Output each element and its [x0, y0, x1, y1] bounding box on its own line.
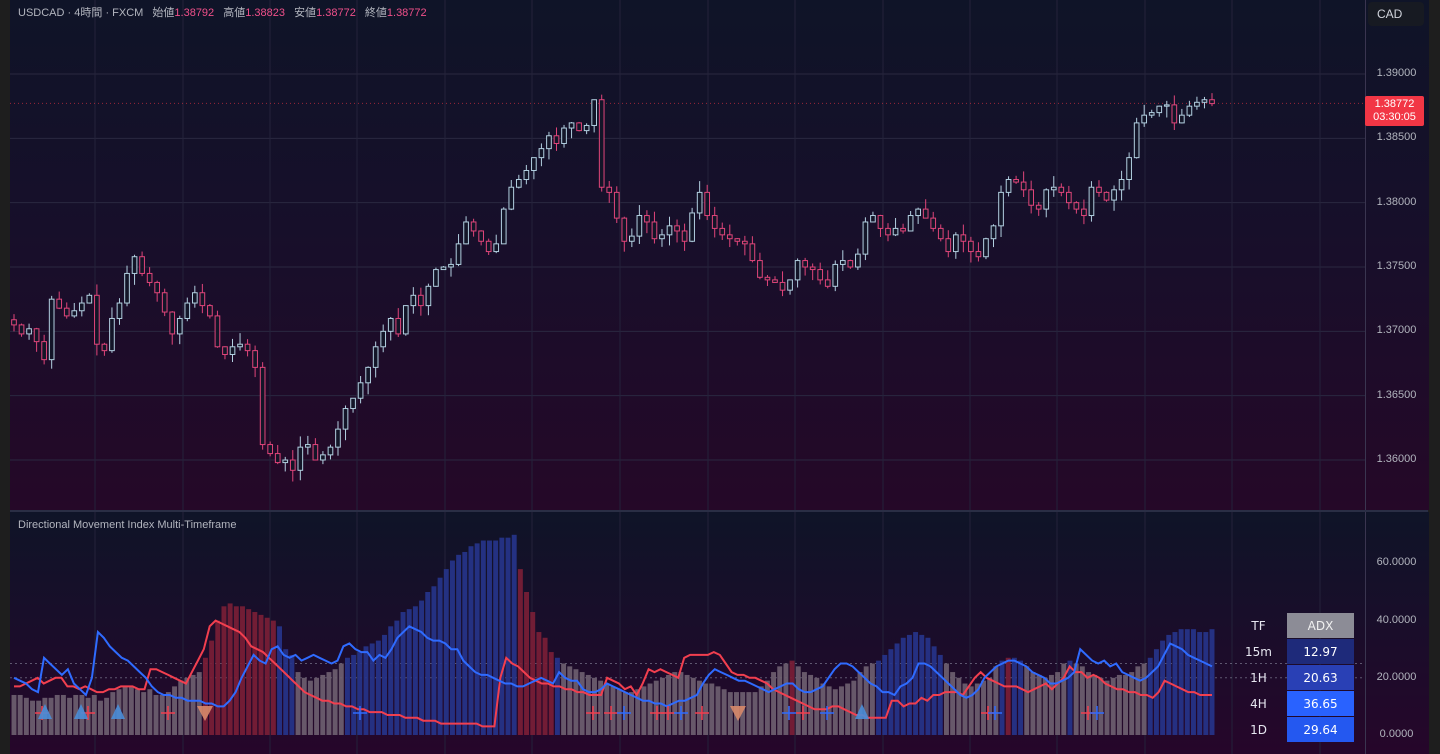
- adx-row-1d: 1D 29.64: [1230, 717, 1354, 742]
- adx-value: 29.64: [1287, 717, 1354, 742]
- indicator-title[interactable]: Directional Movement Index Multi-Timefra…: [18, 519, 237, 531]
- separator-dot: ·: [67, 7, 75, 19]
- data-source: FXCM: [112, 7, 144, 19]
- symbol-legend: USDCAD · 4時間 · FXCM 始値1.38792 高値1.38823 …: [18, 4, 427, 20]
- symbol-name[interactable]: USDCAD: [18, 7, 65, 19]
- right-margin: [1428, 0, 1440, 754]
- adx-value: 36.65: [1287, 691, 1354, 716]
- bar-countdown: 03:30:05: [1373, 111, 1416, 123]
- adx-header: ADX: [1287, 613, 1354, 638]
- pane-separator[interactable]: [10, 510, 1428, 512]
- adx-table: TF ADX 15m 12.97 1H 20.63 4H 36.65 1D 29…: [1230, 612, 1354, 743]
- high-value: 1.38823: [245, 7, 285, 19]
- last-price-label: 1.38772 03:30:05: [1365, 96, 1424, 126]
- tf-header: TF: [1251, 618, 1266, 633]
- price-chart-pane[interactable]: [10, 0, 1365, 510]
- indicator-tick-label: 40.0000: [1376, 613, 1417, 626]
- adx-row-15m: 15m 12.97: [1230, 639, 1354, 664]
- indicator-axis[interactable]: [1365, 512, 1429, 754]
- close-label: 終値: [364, 7, 387, 19]
- interval[interactable]: 4時間: [74, 7, 103, 19]
- price-tick-label: 1.37500: [1376, 260, 1417, 272]
- tf-label: 15m: [1245, 644, 1272, 659]
- high-label: 高値: [223, 7, 246, 19]
- currency-button[interactable]: CAD: [1368, 2, 1424, 26]
- low-value: 1.38772: [316, 7, 356, 19]
- price-tick-label: 1.36500: [1376, 388, 1417, 401]
- separator-dot: ·: [105, 7, 113, 19]
- adx-row-4h: 4H 36.65: [1230, 691, 1354, 716]
- indicator-tick-label: 20.0000: [1376, 670, 1417, 683]
- adx-row-1h: 1H 20.63: [1230, 665, 1354, 690]
- low-label: 安値: [294, 7, 317, 19]
- open-value: 1.38792: [174, 7, 215, 19]
- price-axis[interactable]: [1365, 0, 1429, 510]
- price-tick-label: 1.37000: [1376, 324, 1417, 337]
- tf-label: 4H: [1250, 696, 1267, 711]
- tf-label: 1H: [1250, 670, 1267, 685]
- adx-table-header: TF ADX: [1230, 613, 1354, 638]
- open-label: 始値: [152, 7, 175, 19]
- price-tick-label: 1.39000: [1376, 67, 1417, 79]
- left-margin: [0, 0, 10, 754]
- price-tick-label: 1.38500: [1376, 131, 1417, 144]
- last-price-value: 1.38772: [1374, 98, 1415, 110]
- price-tick-label: 1.36000: [1376, 453, 1417, 465]
- indicator-tick-label: 0.0000: [1379, 728, 1414, 740]
- adx-value: 12.97: [1287, 639, 1354, 664]
- indicator-tick-label: 60.0000: [1376, 556, 1417, 569]
- close-value: 1.38772: [386, 7, 427, 19]
- price-tick-label: 1.38000: [1376, 195, 1417, 208]
- adx-value: 20.63: [1287, 665, 1354, 690]
- tf-label: 1D: [1250, 722, 1267, 737]
